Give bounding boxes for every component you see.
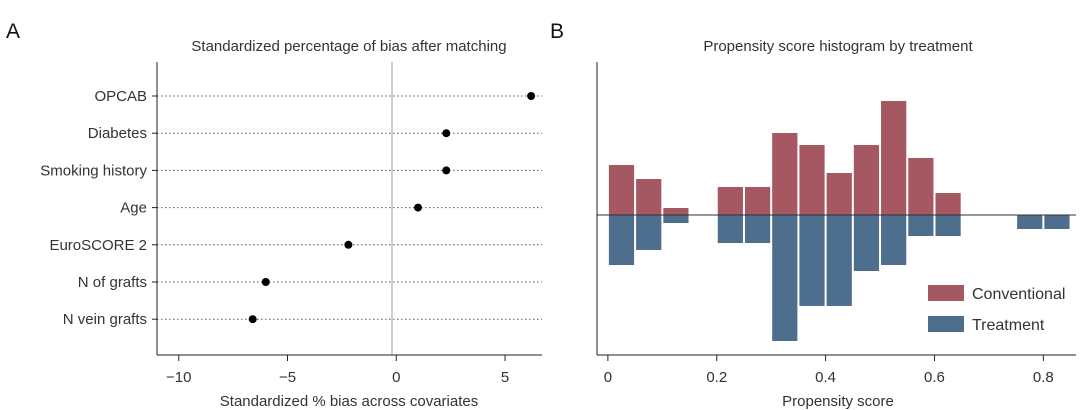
panel-a-letter: A <box>6 20 20 43</box>
x-tick-label: 0.2 <box>706 369 727 386</box>
conventional-bar <box>853 145 880 215</box>
treatment-bar <box>772 215 798 341</box>
category-label: Age <box>120 200 147 217</box>
treatment-bar <box>908 215 934 236</box>
conventional-bar <box>826 173 852 215</box>
treatment-bar <box>935 215 961 236</box>
conventional-bar <box>881 101 907 215</box>
bias-point <box>344 240 353 249</box>
conventional-bar <box>744 187 771 215</box>
bias-point <box>414 203 423 212</box>
treatment-bar <box>636 215 662 250</box>
bias-dot-plot: Standardized percentage of bias after ma… <box>40 38 542 410</box>
x-tick-label: 0.6 <box>924 369 945 386</box>
panel-b-title: Propensity score histogram by treatment <box>703 38 973 55</box>
category-label: OPCAB <box>94 88 147 105</box>
category-label: EuroSCORE 2 <box>49 237 147 254</box>
bias-point <box>248 315 257 324</box>
bias-point <box>527 92 536 100</box>
panel-a-points <box>248 92 536 324</box>
treatment-bar <box>826 215 852 306</box>
panel-a-category-labels: OPCAB Diabetes Smoking history Age EuroSCORE… <box>40 88 157 328</box>
x-tick-label: 0.8 <box>1033 369 1054 386</box>
panel-a-title: Standardized percentage of bias after ma… <box>191 38 506 55</box>
x-tick-label: 0 <box>604 369 612 386</box>
treatment-bar <box>717 215 743 243</box>
bias-point <box>442 129 451 138</box>
bias-point <box>261 278 270 286</box>
panel-a-x-ticks: −10 −5 0 5 <box>166 355 509 386</box>
treatment-bar <box>1044 215 1070 229</box>
x-tick-label: 5 <box>501 369 509 386</box>
panel-b-legend: Conventional Treatment <box>928 285 1065 334</box>
category-label: N vein grafts <box>63 311 147 328</box>
panel-b-x-label: Propensity score <box>782 393 894 410</box>
treatment-bar <box>799 215 825 306</box>
conventional-bar <box>608 165 635 215</box>
panel-b-letter: B <box>550 20 564 43</box>
x-tick-label: −10 <box>166 369 191 386</box>
panel-b-bars <box>608 101 1070 341</box>
legend-treatment-swatch <box>928 316 964 332</box>
conventional-bar <box>717 187 743 215</box>
treatment-bar <box>663 215 689 223</box>
bias-point <box>442 166 451 175</box>
conventional-bar <box>908 158 934 215</box>
treatment-bar <box>744 215 771 243</box>
x-tick-label: 0.4 <box>815 369 836 386</box>
category-label: Diabetes <box>88 125 147 142</box>
treatment-bar <box>1017 215 1043 229</box>
category-label: N of grafts <box>78 274 147 291</box>
conventional-bar <box>935 193 961 215</box>
panel-a-gridlines <box>157 95 542 320</box>
treatment-bar <box>853 215 880 271</box>
conventional-bar <box>636 179 662 215</box>
legend-conventional-swatch <box>928 285 964 301</box>
treatment-bar <box>881 215 907 265</box>
legend-conventional-label: Conventional <box>972 286 1065 303</box>
conventional-bar <box>772 133 798 215</box>
conventional-bar <box>799 145 825 215</box>
panel-b-x-ticks: 0 0.2 0.4 0.6 0.8 <box>604 355 1054 386</box>
x-tick-label: 0 <box>392 369 400 386</box>
panel-a-x-label: Standardized % bias across covariates <box>220 393 478 410</box>
x-tick-label: −5 <box>279 369 296 386</box>
category-label: Smoking history <box>40 162 147 179</box>
legend-treatment-label: Treatment <box>972 317 1045 334</box>
conventional-bar <box>663 208 689 215</box>
propensity-histogram: Propensity score histogram by treatment … <box>596 38 1076 410</box>
treatment-bar <box>608 215 635 265</box>
